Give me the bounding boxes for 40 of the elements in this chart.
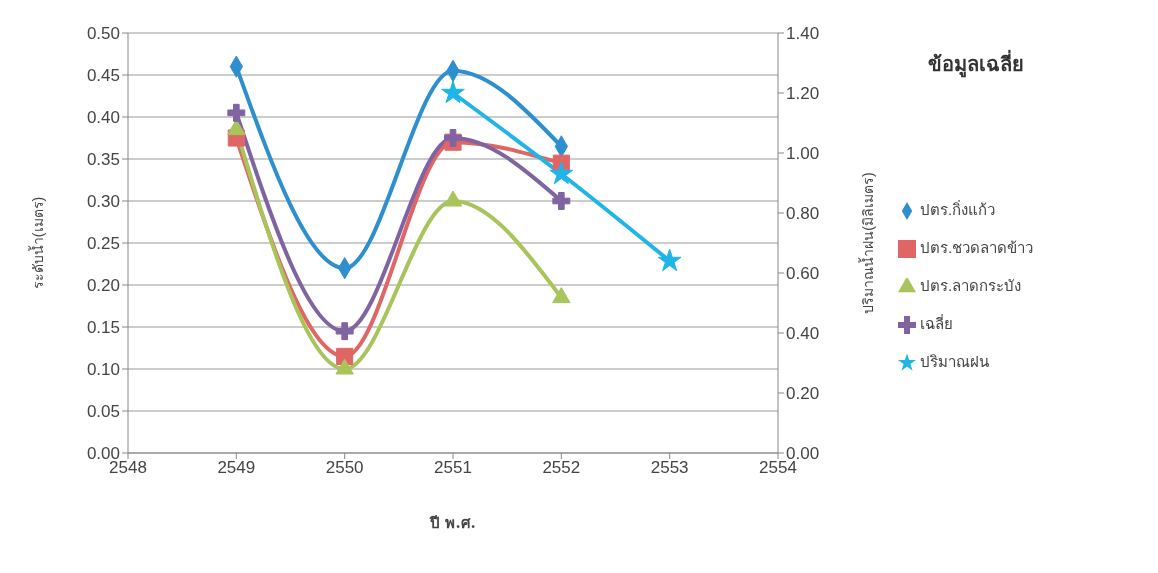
y-tick-label: 0.35 <box>86 150 120 170</box>
point <box>444 129 462 147</box>
legend-label: ปตร.ชวดลาดข้าว <box>920 238 1034 256</box>
y-tick-label: 0.10 <box>86 360 120 380</box>
point <box>552 192 571 210</box>
x-tick-label: 2549 <box>217 458 256 478</box>
y2-tick-label: 0.20 <box>786 384 820 404</box>
legend-label: ปตร.ลาดกระบัง <box>920 276 1022 294</box>
x-tick-label: 2551 <box>434 458 472 478</box>
y2-axis-title: ปริมาณน้ำฝน(มิลิเมตร) <box>857 172 876 314</box>
x-tick-label: 2553 <box>650 458 689 478</box>
legend-label: ปตร.กิ่งแก้ว <box>920 200 996 218</box>
x-tick-label: 2552 <box>542 458 581 478</box>
y-tick-label: 0.45 <box>86 66 120 86</box>
point <box>552 287 571 304</box>
y-axis-title: ระดับน้ำ(เมตร) <box>27 196 46 290</box>
y2-tick-label: 1.00 <box>786 144 820 164</box>
y2-tick-label: 0.40 <box>786 324 820 344</box>
y-tick-label: 0.15 <box>86 318 120 338</box>
y-tick-label: 0.05 <box>86 402 120 422</box>
legend-label: ปริมาณฝน <box>920 352 989 370</box>
legend-title: ข้อมูลเฉลี่ย <box>928 49 1024 80</box>
y-tick-label: 0.40 <box>86 108 120 128</box>
y2-tick-label: 1.40 <box>786 24 820 44</box>
y2-tick-label: 0.80 <box>786 204 820 224</box>
legend-label: เฉลี่ย <box>920 314 953 332</box>
y-tick-label: 0.25 <box>86 234 120 254</box>
y2-tick-label: 1.20 <box>786 84 820 104</box>
y2-tick-label: 0.60 <box>786 264 820 284</box>
y-tick-label: 0.30 <box>86 192 120 212</box>
point <box>227 103 246 122</box>
point <box>657 248 682 272</box>
point <box>227 119 246 136</box>
point <box>549 161 574 185</box>
point <box>335 322 354 341</box>
y-tick-label: 0.20 <box>86 276 120 296</box>
y-tick-label: 0.50 <box>86 24 120 44</box>
x-axis-title: ปี พ.ศ. <box>429 514 476 532</box>
x-tick-label: 2550 <box>325 458 364 478</box>
point <box>441 80 465 104</box>
